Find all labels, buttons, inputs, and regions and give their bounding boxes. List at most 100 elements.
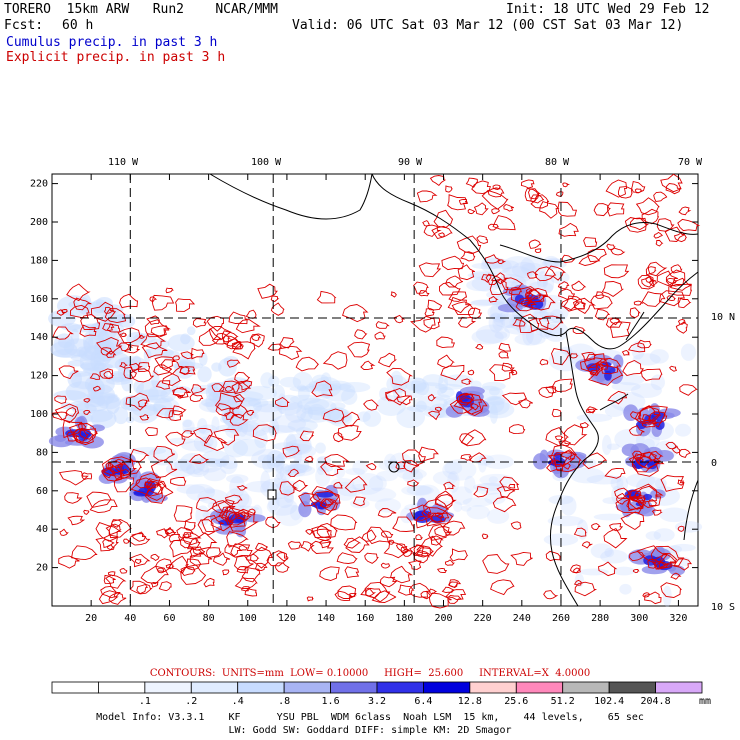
explicit-precip-contour bbox=[231, 341, 244, 350]
explicit-precip-contour bbox=[550, 444, 578, 466]
cumulus-precip-cell bbox=[514, 333, 546, 346]
cumulus-precip-cell bbox=[600, 549, 628, 564]
cumulus-precip-cell bbox=[650, 374, 665, 391]
explicit-precip-contour bbox=[485, 273, 504, 285]
explicit-precip-contour bbox=[609, 317, 621, 326]
cumulus-precip-cell bbox=[442, 459, 477, 481]
explicit-precip-contour bbox=[448, 581, 458, 589]
colorbar-swatch bbox=[98, 681, 146, 694]
explicit-precip-contour bbox=[153, 445, 176, 461]
explicit-precip-contour bbox=[587, 248, 607, 263]
explicit-precip-contour bbox=[193, 428, 214, 444]
cumulus-precip-cell bbox=[315, 384, 333, 392]
explicit-precip-contour bbox=[68, 422, 98, 444]
explicit-precip-contour bbox=[430, 535, 444, 546]
cumulus-precip-cell bbox=[176, 484, 206, 494]
explicit-precip-contour bbox=[218, 380, 240, 393]
explicit-precip-contour bbox=[211, 383, 225, 393]
explicit-precip-contour bbox=[185, 558, 202, 571]
cumulus-precip-cell bbox=[474, 482, 506, 495]
explicit-precip-contour bbox=[607, 390, 628, 405]
cumulus-precip-cell bbox=[484, 492, 506, 505]
explicit-precip-contour bbox=[534, 266, 557, 282]
explicit-precip-contour bbox=[150, 582, 159, 588]
explicit-precip-contour bbox=[485, 254, 502, 264]
explicit-precip-contour bbox=[469, 452, 487, 463]
explicit-precip-contour bbox=[545, 550, 561, 562]
cumulus-precip-cell bbox=[488, 476, 498, 484]
explicit-precip-contour bbox=[123, 538, 131, 544]
explicit-precip-contour bbox=[416, 190, 438, 203]
explicit-precip-contour bbox=[228, 311, 248, 325]
x-tick-label: 300 bbox=[630, 613, 648, 624]
explicit-precip-contour bbox=[418, 262, 442, 278]
explicit-precip-contour bbox=[360, 360, 376, 370]
cumulus-precip-cell bbox=[488, 387, 500, 396]
explicit-precip-contour bbox=[460, 429, 487, 447]
explicit-precip-contour bbox=[530, 194, 544, 204]
colorbar-swatch bbox=[376, 681, 424, 694]
init-time: Init: 18 UTC Wed 29 Feb 12 bbox=[506, 2, 710, 17]
explicit-precip-contour bbox=[656, 218, 675, 232]
cumulus-precip-cell bbox=[569, 467, 605, 484]
explicit-precip-contour bbox=[524, 187, 540, 202]
explicit-precip-contour bbox=[129, 531, 151, 546]
cumulus-precip-cell bbox=[317, 465, 334, 472]
explicit-precip-contour bbox=[360, 587, 377, 597]
cumulus-precip-cell bbox=[167, 334, 195, 352]
explicit-precip-contour bbox=[451, 301, 476, 316]
explicit-precip-contour bbox=[488, 364, 515, 382]
cumulus-precip-cell bbox=[67, 360, 85, 367]
cumulus-precip-cell bbox=[653, 528, 675, 542]
cumulus-precip-cell bbox=[361, 487, 397, 502]
explicit-precip-contour bbox=[232, 341, 256, 360]
explicit-precip-contour bbox=[180, 430, 195, 438]
explicit-precip-contour bbox=[134, 558, 142, 565]
colorbar-label: 6.4 bbox=[414, 696, 433, 707]
explicit-precip-contour bbox=[388, 539, 395, 545]
cumulus-precip-cell bbox=[266, 450, 285, 467]
explicit-precip-contour bbox=[481, 533, 489, 539]
explicit-precip-contour bbox=[257, 283, 278, 299]
explicit-precip-contour bbox=[492, 496, 517, 513]
x-tick-label: 160 bbox=[356, 613, 374, 624]
explicit-precip-contour bbox=[648, 499, 658, 507]
explicit-precip-contour bbox=[528, 239, 542, 249]
cumulus-precip-cell bbox=[471, 299, 506, 306]
explicit-precip-contour bbox=[192, 546, 206, 555]
explicit-precip-contour bbox=[265, 516, 281, 529]
explicit-precip-contour bbox=[390, 291, 398, 298]
x-tick-label: 140 bbox=[317, 613, 335, 624]
explicit-precip-contour bbox=[206, 315, 224, 332]
explicit-precip-contour bbox=[197, 519, 215, 536]
explicit-precip-contour bbox=[669, 365, 678, 372]
colorbar-label: 102.4 bbox=[594, 696, 625, 707]
explicit-precip-contour bbox=[106, 323, 121, 333]
explicit-precip-contour bbox=[311, 528, 332, 542]
explicit-precip-contour bbox=[551, 378, 573, 393]
explicit-precip-contour bbox=[124, 343, 141, 354]
explicit-precip-contour bbox=[510, 369, 518, 376]
explicit-precip-contour bbox=[402, 550, 413, 557]
cumulus-precip-cell bbox=[76, 346, 88, 358]
explicit-precip-contour bbox=[304, 455, 314, 462]
explicit-precip-contour bbox=[447, 194, 469, 211]
explicit-precip-contour bbox=[528, 188, 541, 200]
explicit-precip-contour bbox=[641, 291, 666, 307]
cumulus-precip-cell bbox=[338, 381, 371, 393]
explicit-precip-contour bbox=[385, 389, 401, 402]
cumulus-precip-cell bbox=[231, 391, 264, 402]
explicit-precip-contour bbox=[83, 409, 91, 415]
explicit-precip-contour bbox=[587, 362, 605, 377]
explicit-precip-contour bbox=[551, 347, 571, 366]
explicit-precip-contour bbox=[609, 321, 631, 338]
explicit-precip-contour bbox=[220, 509, 241, 523]
cumulus-precip-cell bbox=[670, 543, 696, 552]
explicit-precip-contour bbox=[433, 209, 454, 229]
cumulus-precip-cell bbox=[96, 393, 121, 410]
explicit-precip-contour bbox=[459, 433, 475, 446]
cumulus-precip-cell bbox=[211, 362, 222, 372]
physics-info: LW: Godd SW: Goddard DIFF: simple KM: 2D… bbox=[228, 725, 512, 736]
explicit-precip-contour bbox=[144, 478, 167, 495]
explicit-precip-contour bbox=[125, 392, 150, 411]
